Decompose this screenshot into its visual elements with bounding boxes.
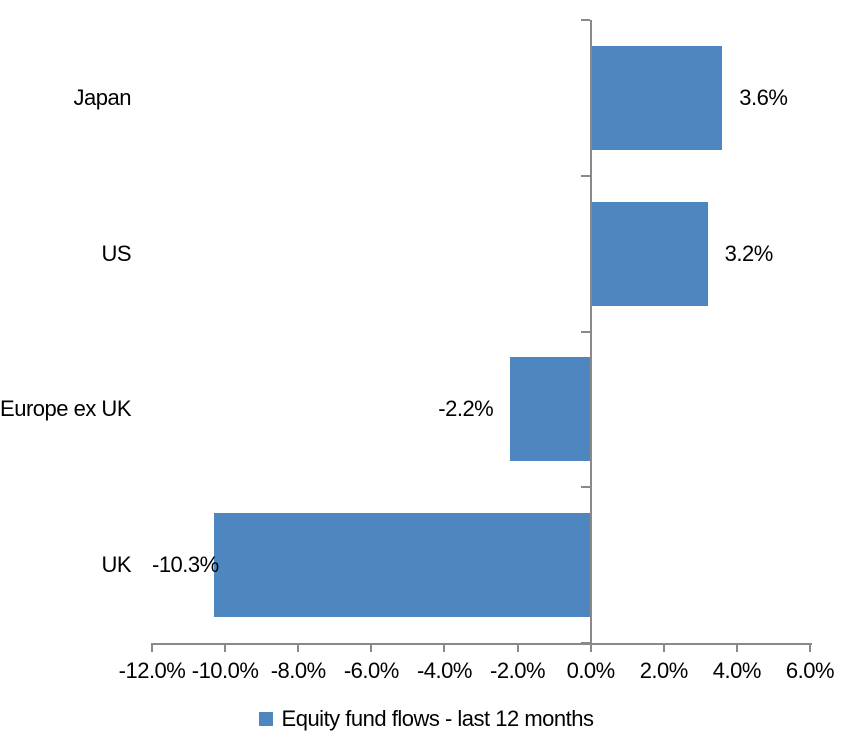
category-label-japan: Japan — [73, 84, 132, 110]
x-tick-3 — [370, 643, 373, 652]
bar-uk — [214, 513, 591, 618]
x-tick-5 — [516, 643, 519, 652]
x-axis-line — [152, 643, 812, 645]
x-tick-label-4: -4.0% — [416, 658, 472, 683]
value-label-uk: -10.3% — [152, 552, 219, 578]
x-tick-label-8: 4.0% — [712, 658, 762, 683]
y-tick-3 — [580, 486, 590, 489]
x-tick-6 — [589, 643, 592, 652]
category-label-europe-ex-uk: Europe ex UK — [0, 396, 131, 422]
y-axis-line — [589, 20, 592, 643]
x-tick-2 — [297, 643, 300, 652]
y-tick-0 — [580, 19, 590, 21]
category-label-us: US — [101, 240, 131, 266]
value-label-japan: 3.6% — [739, 84, 788, 110]
x-tick-label-6: 0.0% — [566, 658, 616, 683]
x-tick-1 — [224, 643, 227, 652]
x-tick-label-9: 6.0% — [785, 658, 835, 683]
y-tick-2 — [580, 330, 590, 333]
y-tick-1 — [580, 174, 590, 177]
x-tick-label-5: -2.0% — [490, 658, 546, 683]
value-label-europe-ex-uk: -2.2% — [438, 396, 494, 422]
x-tick-9 — [809, 643, 811, 652]
x-tick-7 — [662, 643, 665, 652]
x-tick-8 — [735, 643, 738, 652]
bar-japan — [590, 45, 723, 150]
x-tick-4 — [443, 643, 446, 652]
legend: Equity fund flows - last 12 months — [0, 706, 852, 732]
x-tick-label-7: 2.0% — [639, 658, 689, 683]
x-tick-0 — [151, 643, 153, 652]
x-tick-label-0: -12.0% — [118, 658, 186, 683]
value-label-us: 3.2% — [724, 240, 774, 266]
bar-us — [590, 201, 708, 306]
bar-europe-ex-uk — [510, 357, 591, 462]
legend-label: Equity fund flows - last 12 months — [281, 706, 594, 731]
x-tick-label-3: -6.0% — [343, 658, 399, 683]
x-tick-label-2: -8.0% — [270, 658, 326, 683]
x-tick-label-1: -10.0% — [191, 658, 259, 683]
category-label-uk: UK — [101, 552, 131, 578]
legend-marker-icon — [258, 712, 273, 726]
y-tick-4 — [580, 642, 590, 644]
